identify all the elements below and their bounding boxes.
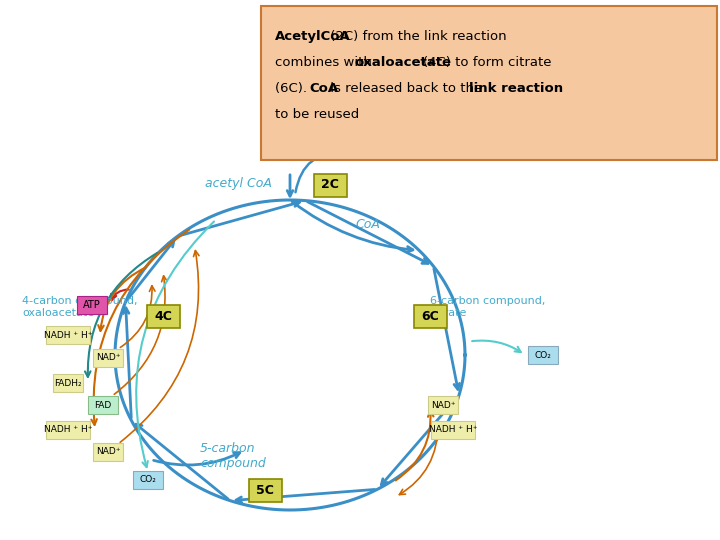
FancyBboxPatch shape [528, 346, 558, 364]
Text: FADH₂: FADH₂ [54, 379, 82, 388]
Text: acetyl CoA: acetyl CoA [205, 177, 272, 190]
Text: CO₂: CO₂ [140, 476, 156, 484]
Text: NADH ⁺ H⁺: NADH ⁺ H⁺ [44, 426, 92, 435]
Text: 6C: 6C [421, 309, 439, 322]
Text: 4-carbon compound,
oxaloacetate: 4-carbon compound, oxaloacetate [22, 296, 138, 318]
FancyBboxPatch shape [313, 173, 346, 197]
Text: CoA: CoA [355, 219, 380, 232]
FancyBboxPatch shape [93, 349, 123, 367]
Text: ATP: ATP [83, 300, 101, 310]
Text: 5C: 5C [256, 483, 274, 496]
Text: to be reused: to be reused [275, 108, 359, 121]
Text: NAD⁺: NAD⁺ [96, 354, 120, 362]
Text: CO₂: CO₂ [534, 350, 552, 360]
Text: AcetylCoA: AcetylCoA [275, 30, 351, 43]
Text: NADH ⁺ H⁺: NADH ⁺ H⁺ [428, 426, 477, 435]
Text: FAD: FAD [94, 401, 112, 409]
FancyBboxPatch shape [93, 443, 123, 461]
Text: 5-carbon
compound: 5-carbon compound [200, 442, 266, 470]
Text: combines with: combines with [275, 56, 376, 69]
FancyBboxPatch shape [413, 305, 446, 327]
Text: NADH ⁺ H⁺: NADH ⁺ H⁺ [44, 330, 92, 340]
FancyBboxPatch shape [248, 478, 282, 502]
Text: link reaction: link reaction [469, 82, 563, 95]
FancyBboxPatch shape [88, 396, 118, 414]
Text: CoA: CoA [309, 82, 338, 95]
FancyBboxPatch shape [47, 421, 89, 439]
FancyBboxPatch shape [53, 374, 83, 392]
Text: (4C) to form citrate: (4C) to form citrate [423, 56, 552, 69]
Text: (2C) from the link reaction: (2C) from the link reaction [326, 30, 507, 43]
Text: 6-carbon compound,
citrate: 6-carbon compound, citrate [430, 296, 545, 318]
FancyBboxPatch shape [428, 396, 458, 414]
FancyBboxPatch shape [133, 471, 163, 489]
FancyBboxPatch shape [146, 305, 179, 327]
FancyBboxPatch shape [77, 296, 107, 314]
Text: NAD⁺: NAD⁺ [96, 448, 120, 456]
Text: is released back to the: is released back to the [326, 82, 487, 95]
FancyBboxPatch shape [47, 326, 89, 344]
Text: oxaloacetate: oxaloacetate [355, 56, 452, 69]
Text: NAD⁺: NAD⁺ [431, 401, 455, 409]
Text: (6C).: (6C). [275, 82, 311, 95]
Text: 4C: 4C [154, 309, 172, 322]
FancyBboxPatch shape [431, 421, 474, 439]
FancyBboxPatch shape [261, 6, 717, 160]
Text: 2C: 2C [321, 179, 339, 192]
